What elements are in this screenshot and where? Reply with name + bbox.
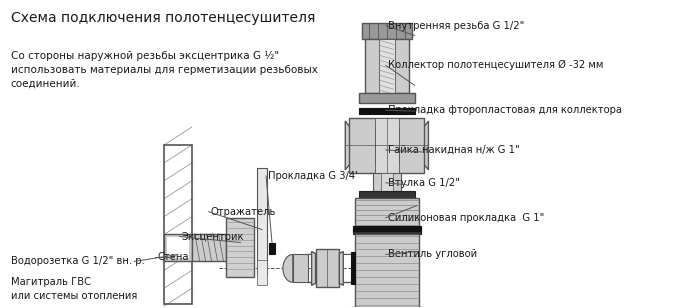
Bar [167,237,189,258]
Bar [192,233,226,261]
Text: Прокладка фторопластовая для коллектора: Прокладка фторопластовая для коллектора [388,105,622,115]
Bar [164,145,192,304]
Polygon shape [340,251,343,285]
Polygon shape [311,251,316,285]
Bar [379,38,394,93]
Bar [355,233,418,308]
Bar [307,255,355,281]
Text: Со стороны наружной резьбы эксцентрика G ½"
использовать материалы для герметиза: Со стороны наружной резьбы эксцентрика G… [10,51,318,88]
Text: Эксцентрик: Эксцентрик [182,232,244,241]
Text: Стена: Стена [157,253,189,262]
Bar [351,307,423,308]
Text: Магитраль ГВС
или системы отопления: Магитраль ГВС или системы отопления [10,277,137,301]
Bar [257,168,267,275]
Text: Прокладка G 3/4': Прокладка G 3/4' [268,171,358,181]
Polygon shape [293,254,307,282]
Bar [362,22,412,38]
Text: Гайка накидная н/ж G 1": Гайка накидная н/ж G 1" [388,145,519,155]
Text: Силиконовая прокладка  G 1": Силиконовая прокладка G 1" [388,213,544,223]
Bar [375,118,399,173]
Bar [359,191,414,198]
Bar [373,173,401,191]
Text: Схема подключения полотенцесушителя: Схема подключения полотенцесушителя [10,11,315,25]
Bar [269,242,275,254]
Bar [359,93,414,103]
Text: Коллектор полотенцесушителя Ø -32 мм: Коллектор полотенцесушителя Ø -32 мм [388,60,603,71]
Text: Втулка G 1/2": Втулка G 1/2" [388,178,460,188]
Bar [381,173,393,191]
Bar [353,228,421,233]
Polygon shape [257,261,267,285]
Bar [365,38,409,93]
Text: Внутренняя резьба G 1/2": Внутренняя резьба G 1/2" [388,21,524,30]
Text: Вентиль угловой: Вентиль угловой [388,249,477,259]
Text: Водорозетка G 1/2" вн. р.: Водорозетка G 1/2" вн. р. [10,257,144,266]
Polygon shape [283,254,293,282]
Bar [164,233,192,261]
Bar [226,218,255,277]
Text: Отражатель: Отражатель [211,207,276,217]
Bar [351,253,355,284]
Bar [353,225,421,231]
Bar [355,198,418,228]
Bar [349,118,425,173]
Bar [316,249,340,287]
Bar [359,108,414,114]
Polygon shape [345,121,429,170]
